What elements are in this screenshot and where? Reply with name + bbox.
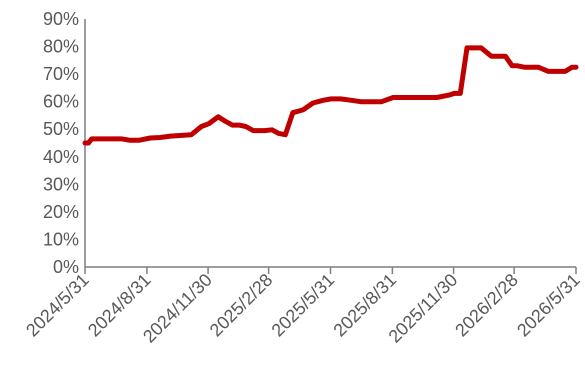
y-tick-label: 80% (43, 37, 79, 57)
x-tick-label: 2024/5/31 (22, 270, 93, 341)
y-tick-label: 30% (43, 174, 79, 194)
x-tick-label: 2025/5/31 (268, 270, 339, 341)
y-tick-label: 20% (43, 202, 79, 222)
y-tick-label: 90% (43, 9, 79, 29)
series-line (82, 45, 579, 146)
x-tick-label: 2026/2/28 (451, 270, 522, 341)
y-tick-label: 60% (43, 92, 79, 112)
y-tick-label: 40% (43, 147, 79, 167)
x-tick-label: 2025/2/28 (206, 270, 277, 341)
y-tick-label: 50% (43, 119, 79, 139)
y-tick-label: 70% (43, 64, 79, 84)
y-tick-label: 10% (43, 229, 79, 249)
x-tick-label: 2026/5/31 (513, 270, 584, 341)
y-tick-label: 0% (53, 257, 79, 277)
